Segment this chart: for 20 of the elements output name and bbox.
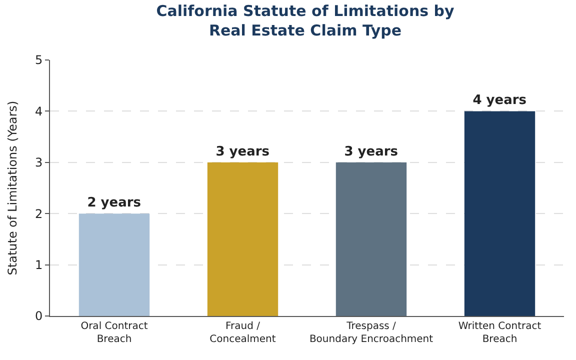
data-label: 3 years [344, 144, 398, 160]
bar [78, 214, 150, 316]
data-label: 2 years [87, 196, 142, 211]
bar [336, 162, 407, 316]
bar [464, 111, 536, 316]
x-tick-label: Oral Contract Breach [80, 321, 148, 345]
data-label: 4 years [472, 93, 527, 108]
y-tick-label: 2 [34, 206, 43, 221]
x-tick-label: Written Contract Breach [458, 321, 542, 345]
y-tick-label: 4 [34, 104, 43, 118]
y-tick-label: 5 [34, 53, 43, 68]
y-axis-title: Statute of Limitations (Years) [5, 100, 20, 276]
bar [207, 162, 278, 316]
y-tick-label: 1 [34, 258, 43, 272]
data-label: 3 years [216, 144, 270, 160]
y-tick-label: 0 [34, 309, 43, 324]
x-tick-label: Fraud / Concealment [210, 321, 276, 345]
chart-title: California Statute of Limitations by Real Estate Claim Type [156, 2, 455, 40]
y-tick-label: 3 [34, 156, 43, 170]
x-tick-label: Trespass / Boundary Encroachment [309, 321, 434, 345]
